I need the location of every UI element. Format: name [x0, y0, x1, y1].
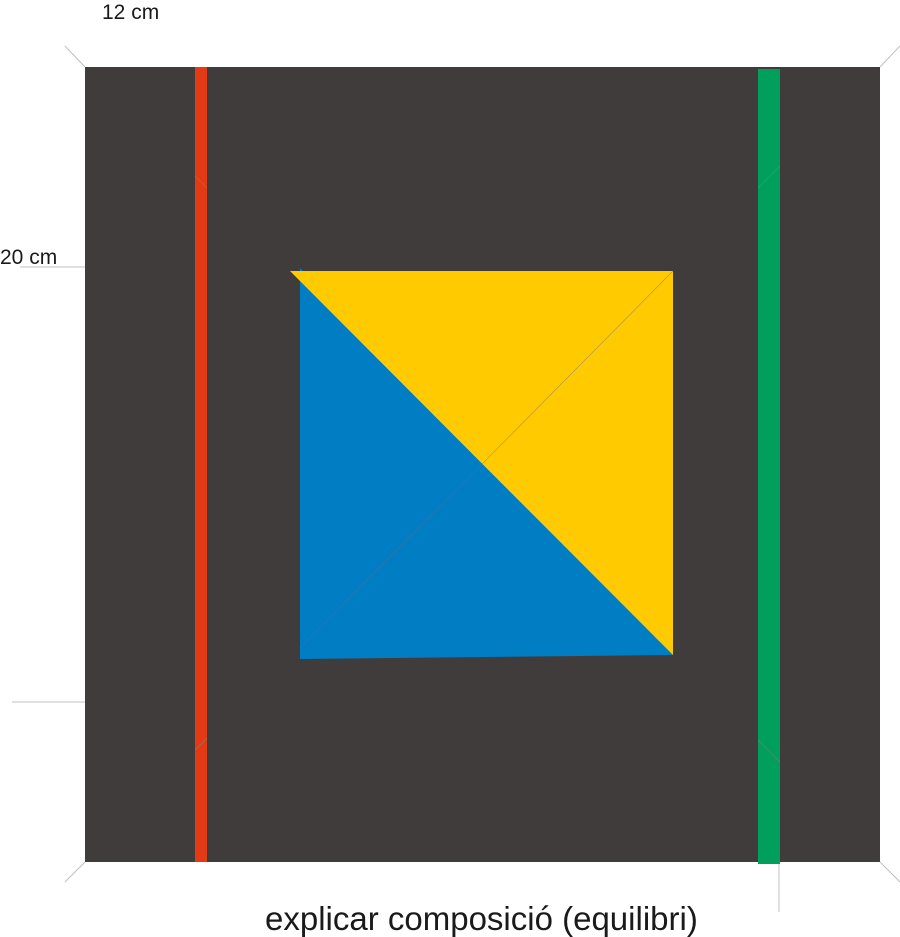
height-label: 20 cm: [0, 246, 57, 269]
crop-mark-top-right: [879, 45, 900, 68]
crop-mark-bottom-left: [64, 861, 86, 883]
crop-mark-bottom-right: [879, 861, 900, 883]
yellow-triangle: [290, 271, 673, 655]
crop-mark-top-left: [64, 45, 86, 68]
diagonal-line: [299, 270, 674, 649]
green-stripe: [758, 69, 780, 864]
caption: explicar composició (equilibri): [265, 900, 698, 937]
stripe-marks: [194, 165, 781, 763]
red-stripe: [195, 67, 207, 862]
width-label: 12 cm: [102, 1, 159, 24]
